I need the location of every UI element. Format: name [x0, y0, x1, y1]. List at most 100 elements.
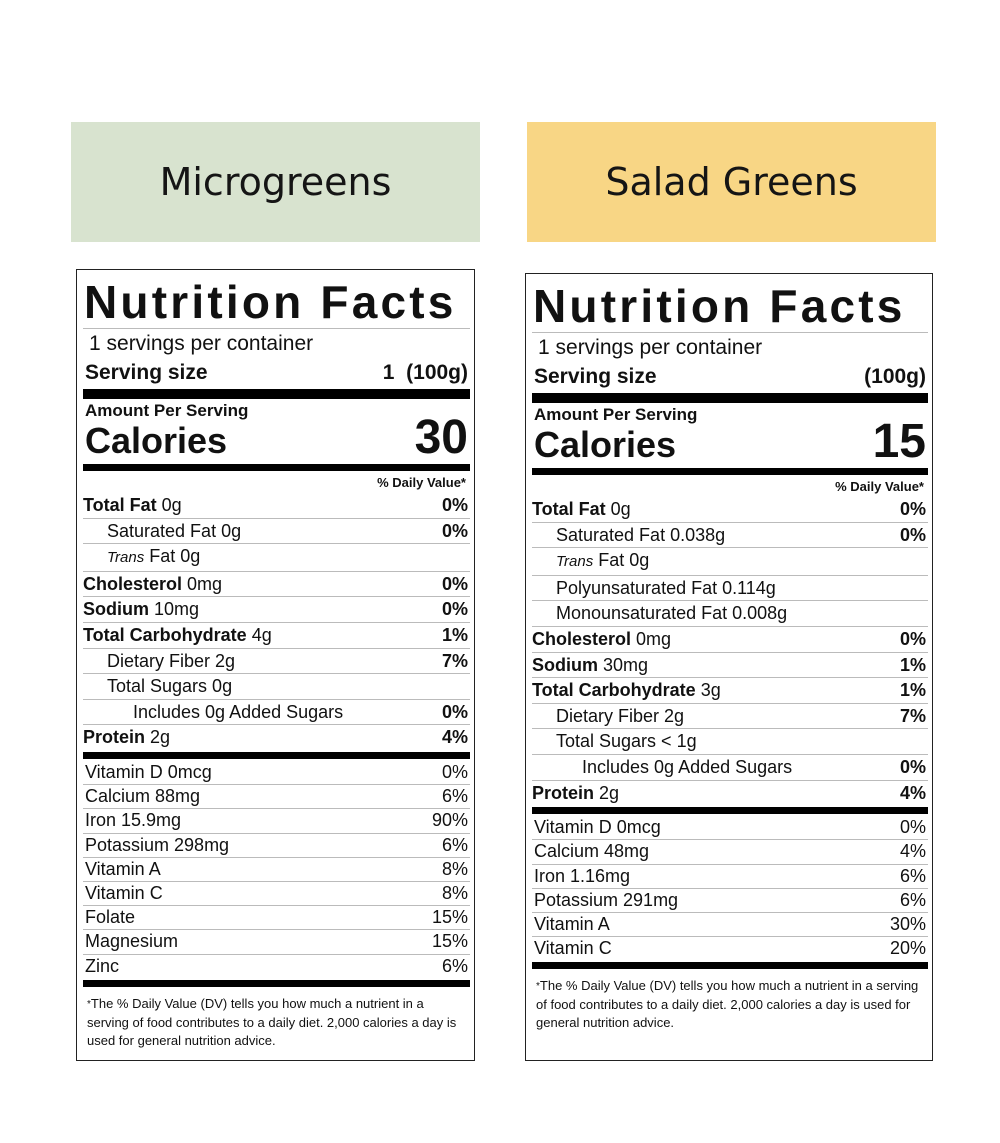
vitamin-name: Vitamin C: [85, 882, 163, 903]
nutrient-amount: 10mg: [149, 599, 200, 620]
nutrient-percent: 1%: [899, 654, 926, 675]
nutrient-name-bold: Total Fat: [83, 495, 157, 515]
nutrient-name: Total Carbohydrate 3g: [532, 678, 721, 703]
vitamin-percent: 6%: [441, 786, 468, 807]
nutrient-name: Total Sugars 0g: [83, 674, 232, 699]
vitamin-list: Vitamin D 0mcg 0% Calcium 48mg 4% Iron 1.16m…: [532, 816, 928, 960]
nutrient-name: Total Carbohydrate 4g: [83, 623, 272, 648]
vitamin-name: Vitamin A: [85, 858, 161, 879]
calories-row: Calories 30: [83, 414, 470, 462]
nutrient-name: Total Sugars < 1g: [532, 729, 697, 754]
vitamin-name: Zinc: [85, 955, 120, 976]
nutrient-name: Sodium 30mg: [532, 653, 648, 678]
nutrient-amount: 2g: [594, 782, 620, 803]
nutrient-name-bold: Sodium: [532, 654, 598, 675]
amount-per-serving: Amount Per Serving: [85, 401, 249, 420]
vitamin-row: Iron 15.9mg 90%: [83, 808, 470, 832]
medium-divider: [83, 979, 470, 987]
vitamin-percent: 15%: [431, 907, 468, 928]
nutrient-percent: 0%: [899, 499, 926, 519]
daily-value-header: % Daily Value*: [377, 475, 466, 490]
nutrient-amount: Polyunsaturated Fat 0.114g: [556, 577, 776, 598]
microgreens-nutrition-label: Nutrition Facts 1 servings per container…: [76, 269, 475, 1061]
footnote-text: The % Daily Value (DV) tells you how muc…: [536, 978, 919, 1031]
vitamin-percent: 6%: [899, 889, 926, 910]
nutrient-percent: 1%: [441, 624, 468, 645]
nutrient-name: Trans Fat 0g: [83, 544, 200, 571]
amount-per-serving: Amount Per Serving: [534, 405, 698, 424]
nutrient-amount: 0g: [156, 495, 182, 515]
serving-size-value: 1 (100g): [382, 361, 468, 384]
nutrient-percent: 0%: [899, 524, 926, 545]
nutrient-name: Total Fat 0g: [83, 493, 182, 518]
vitamin-name: Vitamin C: [534, 938, 612, 959]
nutrient-percent: 7%: [899, 705, 926, 726]
nutrition-facts-title: Nutrition Facts: [533, 280, 906, 332]
calories-label: Calories: [534, 424, 677, 465]
nutrient-row: Monounsaturated Fat 0.008g: [532, 600, 928, 626]
serving-size-value: (100g): [864, 365, 926, 388]
daily-value-footnote: *The % Daily Value (DV) tells you how mu…: [532, 971, 928, 1032]
nutrient-amount: 0mg: [631, 628, 672, 649]
thick-divider: [83, 389, 470, 399]
nutrient-row: Polyunsaturated Fat 0.114g: [532, 574, 928, 601]
vitamin-row: Potassium 291mg 6%: [532, 887, 928, 912]
nutrient-name: Monounsaturated Fat 0.008g: [532, 601, 787, 626]
nutrient-amount: Saturated Fat 0g: [107, 520, 242, 541]
nutrient-percent: 0%: [899, 628, 926, 649]
vitamin-percent: 90%: [431, 810, 468, 831]
nutrient-row: Includes 0g Added Sugars 0%: [532, 753, 928, 780]
nutrient-row: Protein 2g 4%: [83, 724, 470, 750]
nutrient-name: Sodium 10mg: [83, 597, 199, 622]
salad-greens-banner: Salad Greens: [527, 122, 936, 242]
medium-divider: [532, 962, 928, 970]
nutrient-name: Protein 2g: [83, 725, 170, 750]
vitamin-percent: 8%: [441, 858, 468, 879]
vitamin-row: Iron 1.16mg 6%: [532, 863, 928, 888]
nutrient-name: Dietary Fiber 2g: [532, 704, 684, 729]
vitamin-name: Calcium 88mg: [85, 786, 201, 807]
servings-per-container: 1 servings per container: [89, 332, 314, 355]
vitamin-percent: 15%: [431, 931, 468, 952]
microgreens-banner: Microgreens: [71, 122, 480, 242]
nutrient-amount: 30mg: [598, 654, 649, 675]
vitamin-row: Vitamin D 0mcg 0%: [532, 816, 928, 839]
nutrient-amount: Includes 0g Added Sugars: [582, 756, 793, 777]
nutrient-percent: 7%: [441, 650, 468, 671]
nutrient-percent: 0%: [899, 756, 926, 777]
nutrient-percent: 0%: [441, 520, 468, 541]
nutrient-row: Dietary Fiber 2g 7%: [83, 647, 470, 674]
nutrient-row: Total Carbohydrate 3g 1%: [532, 677, 928, 703]
medium-divider: [532, 807, 928, 815]
nutrient-name-bold: Total Carbohydrate: [532, 680, 696, 701]
nutrient-amount: Saturated Fat 0.038g: [556, 524, 726, 545]
nutrient-amount: 0mg: [182, 573, 223, 594]
nutrient-name: Includes 0g Added Sugars: [83, 700, 343, 725]
nutrient-amount: Total Sugars < 1g: [556, 731, 697, 752]
medium-divider: [83, 464, 470, 471]
vitamin-row: Vitamin D 0mcg 0%: [83, 761, 470, 784]
nutrient-percent: 0%: [441, 701, 468, 722]
serving-size-label: Serving size: [534, 365, 657, 388]
banner-title: Microgreens: [159, 160, 392, 204]
vitamin-name: Vitamin D 0mcg: [534, 817, 661, 838]
servings-per-container: 1 servings per container: [538, 336, 763, 359]
nutrient-percent: 0%: [441, 573, 468, 594]
nutrient-name: Polyunsaturated Fat 0.114g: [532, 576, 776, 601]
vitamin-percent: 4%: [899, 841, 926, 862]
nutrient-row: Cholesterol 0mg 0%: [83, 570, 470, 597]
vitamin-row: Zinc 6%: [83, 953, 470, 978]
nutrient-amount: Fat 0g: [144, 546, 201, 567]
calories-label: Calories: [85, 420, 228, 461]
vitamin-row: Magnesium 15%: [83, 929, 470, 953]
vitamin-row: Vitamin A 8%: [83, 856, 470, 881]
nutrient-row: Protein 2g 4%: [532, 779, 928, 806]
calories-value: 30: [414, 411, 468, 464]
nutrition-facts-title: Nutrition Facts: [84, 276, 457, 328]
daily-value-footnote: *The % Daily Value (DV) tells you how mu…: [83, 989, 470, 1050]
vitamin-row: Potassium 298mg 6%: [83, 832, 470, 857]
nutrient-row: Trans Fat 0g: [83, 543, 470, 571]
nutrient-amount: Total Sugars 0g: [107, 676, 233, 697]
nutrient-amount: Fat 0g: [593, 550, 650, 571]
vitamin-name: Folate: [85, 907, 136, 928]
